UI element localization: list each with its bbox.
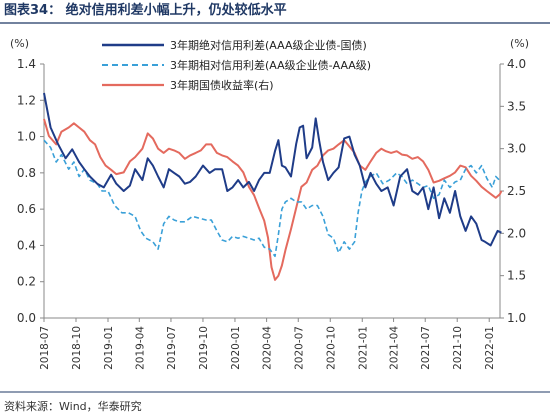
left-tick-label: 1.4	[17, 57, 36, 71]
abs-spread-line	[43, 92, 502, 247]
left-tick-label: 1.2	[17, 93, 36, 107]
source-note: 资料来源：Wind，华泰研究	[4, 399, 142, 413]
right-tick-label: 2.0	[507, 226, 526, 240]
legend-label-yield: 3年期国债收益率(右)	[170, 78, 274, 92]
right-tick-label: 3.5	[507, 99, 526, 113]
x-tick-label: 2020-10	[325, 326, 337, 370]
right-tick-label: 2.5	[507, 184, 526, 198]
x-tick-label: 2020-04	[262, 326, 274, 370]
series-lines	[43, 92, 503, 281]
chart-title: 图表34： 绝对信用利差小幅上升，仍处较低水平	[4, 2, 287, 18]
right-tick-label: 3.0	[507, 142, 526, 156]
x-tick-label: 2020-07	[293, 326, 305, 370]
x-tick-label: 2022-01	[484, 326, 496, 370]
left-axis-unit: (%)	[10, 37, 29, 50]
rel-spread-line	[43, 139, 502, 258]
x-tick-label: 2019-04	[134, 326, 146, 370]
x-tick-label: 2021-01	[357, 326, 369, 370]
x-tick-label: 2019-01	[103, 326, 115, 370]
x-tick-label: 2021-10	[452, 326, 464, 370]
right-axis-unit: (%)	[510, 37, 529, 50]
legend-label-abs-spread: 3年期绝对信用利差(AAA级企业债-国债)	[170, 38, 367, 52]
right-y-axis: 1.0 1.5 2.0 2.5 3.0 3.5 4.0	[499, 57, 526, 325]
x-tick-label: 2019-10	[198, 326, 210, 370]
yield-line	[43, 118, 503, 281]
x-tick-label: 2021-07	[420, 326, 432, 370]
left-tick-label: 0.2	[17, 275, 36, 289]
right-tick-label: 1.5	[507, 269, 526, 283]
left-tick-label: 0.4	[17, 238, 36, 252]
left-tick-label: 0.6	[17, 202, 36, 216]
x-tick-label: 2019-07	[166, 326, 178, 370]
left-tick-label: 0.8	[17, 166, 36, 180]
legend-label-rel-spread: 3年期相对信用利差(AA级企业债-AAA级)	[170, 58, 371, 72]
x-tick-label: 2020-01	[230, 326, 242, 370]
x-axis: 2018-07 2018-10 2019-01 2019-04 2019-07 2019-…	[39, 317, 500, 370]
x-tick-label: 2018-10	[71, 326, 83, 370]
left-tick-label: 1.0	[17, 130, 36, 144]
right-tick-label: 4.0	[507, 57, 526, 71]
legend: 3年期绝对信用利差(AAA级企业债-国债) 3年期相对信用利差(AA级企业债-A…	[102, 38, 371, 92]
left-tick-label: 0.0	[17, 311, 36, 325]
left-y-axis: 0.0 0.2 0.4 0.6 0.8 1.0 1.2 1.4	[17, 57, 45, 325]
right-tick-label: 1.0	[507, 311, 526, 325]
x-tick-label: 2021-04	[389, 326, 401, 370]
x-tick-label: 2018-07	[39, 326, 51, 370]
